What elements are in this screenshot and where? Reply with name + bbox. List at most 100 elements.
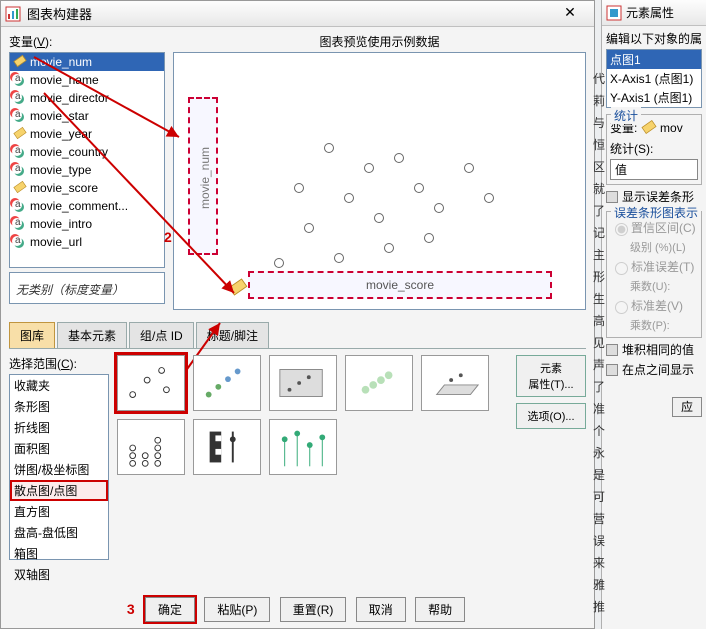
props-item-2[interactable]: Y-Axis1 (点图1) <box>607 88 701 107</box>
nominal-icon <box>12 163 28 177</box>
close-button[interactable]: ✕ <box>550 4 590 24</box>
props-object-list[interactable]: 点图1 X-Axis1 (点图1) Y-Axis1 (点图1) <box>606 49 702 108</box>
bg-char: 恒 <box>593 136 605 153</box>
bg-char: 个 <box>593 422 605 439</box>
help-button[interactable]: 帮助 <box>415 597 465 622</box>
props-title: 元素属性 <box>626 4 674 21</box>
options-button[interactable]: 选项(O)... <box>516 403 586 429</box>
ruler-icon <box>12 55 28 69</box>
ok-button[interactable]: 确定 <box>145 597 195 622</box>
props-item-0[interactable]: 点图1 <box>607 50 701 69</box>
bg-char: 营 <box>593 510 605 527</box>
chart-type-item[interactable]: 散点图/点图 <box>10 480 108 501</box>
scatter-preview <box>234 83 554 273</box>
chart-type-item[interactable]: 箱图 <box>10 543 108 564</box>
scatter-point <box>274 258 284 268</box>
x-axis-dropzone[interactable]: movie_score <box>248 271 552 299</box>
se-radio[interactable]: 标准误差(T) <box>610 258 698 275</box>
chart-type-item[interactable]: 直方图 <box>10 501 108 522</box>
bg-char: 雅 <box>593 576 605 593</box>
thumb-3d-scatter[interactable] <box>421 355 489 411</box>
thumb-grouped-scatter[interactable] <box>193 355 261 411</box>
stack-values-check[interactable]: 堆积相同的值 <box>606 341 702 358</box>
variable-item[interactable]: movie_director <box>10 89 164 107</box>
gallery-thumbnails <box>117 355 510 560</box>
tab-标题/脚注[interactable]: 标题/脚注 <box>196 322 269 348</box>
scatter-point <box>294 183 304 193</box>
paste-button[interactable]: 粘贴(P) <box>204 597 270 622</box>
variables-label: 变量(V): <box>9 33 165 50</box>
scatter-point <box>364 163 374 173</box>
thumb-simple-dot[interactable] <box>117 419 185 475</box>
variable-item[interactable]: movie_url <box>10 233 164 251</box>
chart-builder-dialog: 图表构建器 ✕ 变量(V): movie_nummovie_namemovie_… <box>0 0 595 629</box>
thumb-matrix-scatter[interactable] <box>269 355 337 411</box>
scatter-point <box>434 203 444 213</box>
thumb-summary-dot[interactable] <box>193 419 261 475</box>
chart-type-item[interactable]: 面积图 <box>10 438 108 459</box>
nominal-icon <box>12 217 28 231</box>
thumb-simple-scatter[interactable] <box>117 355 185 411</box>
chart-type-list[interactable]: 收藏夹条形图折线图面积图饼图/极坐标图散点图/点图直方图盘高-盘低图箱图双轴图 <box>9 374 109 560</box>
chart-type-item[interactable]: 条形图 <box>10 396 108 417</box>
bg-char: 推 <box>593 598 605 615</box>
y-axis-dropzone[interactable]: movie_num <box>188 97 218 255</box>
bg-char: 来 <box>593 554 605 571</box>
gallery-section: 选择范围(C): 收藏夹条形图折线图面积图饼图/极坐标图散点图/点图直方图盘高-… <box>1 349 594 560</box>
bg-char: 误 <box>593 532 605 549</box>
titlebar: 图表构建器 ✕ <box>1 1 594 27</box>
chart-type-item[interactable]: 盘高-盘低图 <box>10 522 108 543</box>
show-errorbars-check[interactable]: 显示误差条形 <box>606 188 702 205</box>
apply-button[interactable]: 应 <box>672 397 702 417</box>
tab-基本元素[interactable]: 基本元素 <box>57 322 127 348</box>
variable-item[interactable]: movie_comment... <box>10 197 164 215</box>
bg-char: 声 <box>593 356 605 373</box>
variable-item[interactable]: movie_star <box>10 107 164 125</box>
nominal-icon <box>12 235 28 249</box>
bg-char: 主 <box>593 246 605 263</box>
variable-item[interactable]: movie_country <box>10 143 164 161</box>
chart-type-item[interactable]: 饼图/极坐标图 <box>10 459 108 480</box>
thumb-overlay-scatter[interactable] <box>345 355 413 411</box>
bg-char: 了 <box>593 378 605 395</box>
nominal-icon <box>12 199 28 213</box>
variable-item[interactable]: movie_score <box>10 179 164 197</box>
stat-select[interactable]: 值 <box>610 159 698 180</box>
scatter-point <box>384 243 394 253</box>
gallery-tabs: 图库基本元素组/点 ID标题/脚注 <box>9 322 586 349</box>
chart-type-item[interactable]: 折线图 <box>10 417 108 438</box>
edit-object-label: 编辑以下对象的属 <box>606 30 702 47</box>
chart-type-item[interactable]: 双轴图 <box>10 564 108 585</box>
bg-char: 代 <box>593 70 605 87</box>
bg-char: 生 <box>593 290 605 307</box>
sd-radio[interactable]: 标准差(V) <box>610 297 698 314</box>
bg-char: 记 <box>593 224 605 241</box>
ci-radio[interactable]: 置信区间(C) <box>610 219 698 236</box>
show-between-points-check[interactable]: 在点之间显示 <box>606 361 702 378</box>
cancel-button[interactable]: 取消 <box>356 597 406 622</box>
preview-canvas[interactable]: movie_num movie_score 2 <box>173 52 586 310</box>
scatter-point <box>484 193 494 203</box>
app-icon <box>5 6 21 22</box>
chart-type-item[interactable]: 收藏夹 <box>10 375 108 396</box>
annotation-2: 2 <box>164 229 172 245</box>
variable-item[interactable]: movie_type <box>10 161 164 179</box>
tab-组/点 ID[interactable]: 组/点 ID <box>129 322 194 348</box>
scatter-point <box>464 163 474 173</box>
reset-button[interactable]: 重置(R) <box>280 597 347 622</box>
variable-item[interactable]: movie_name <box>10 71 164 89</box>
variables-list[interactable]: movie_nummovie_namemovie_directormovie_s… <box>9 52 165 268</box>
ruler-icon <box>230 281 246 295</box>
variable-item[interactable]: movie_year <box>10 125 164 143</box>
element-props-button[interactable]: 元素 属性(T)... <box>516 355 586 397</box>
variable-item[interactable]: movie_intro <box>10 215 164 233</box>
props-item-1[interactable]: X-Axis1 (点图1) <box>607 69 701 88</box>
scatter-point <box>344 193 354 203</box>
scatter-point <box>414 183 424 193</box>
bg-char: 准 <box>593 400 605 417</box>
variable-item[interactable]: movie_num <box>10 53 164 71</box>
bg-char: 可 <box>593 488 605 505</box>
tab-图库[interactable]: 图库 <box>9 322 55 348</box>
bg-char: 莉 <box>593 92 605 109</box>
thumb-dropline[interactable] <box>269 419 337 475</box>
